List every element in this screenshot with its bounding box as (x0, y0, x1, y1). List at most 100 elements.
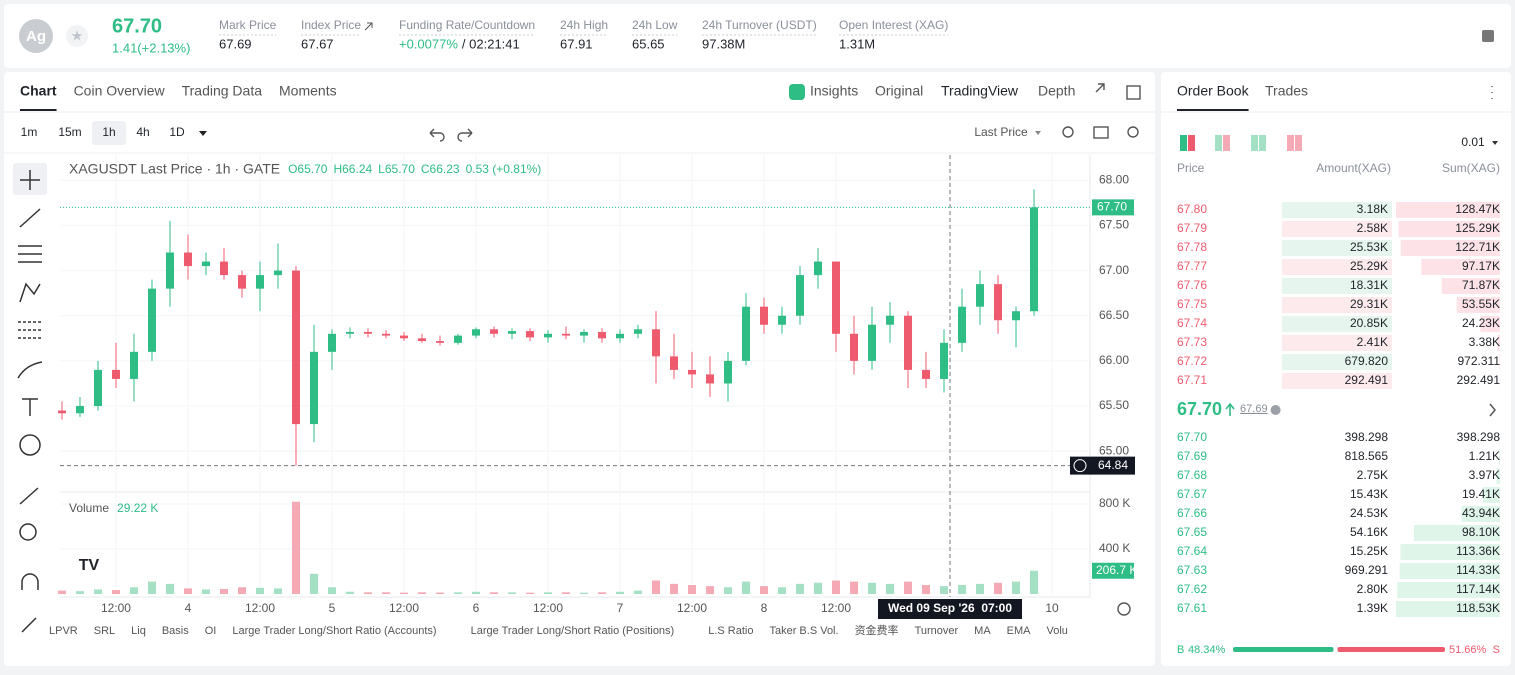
active-tab-underline (20, 109, 57, 111)
indicator-tab[interactable]: Large Trader Long/Short Ratio (Positions… (471, 625, 675, 637)
x-tick-label: 12:00 (389, 601, 419, 615)
stat-label: Funding Rate/Countdown (399, 18, 535, 32)
indicator-tab[interactable]: Basis (162, 625, 189, 637)
ob-sum: 292.491 (1457, 373, 1501, 387)
interval-button[interactable]: 15m (58, 125, 81, 139)
ob-sum: 43.94K (1462, 506, 1500, 520)
candle-body (166, 253, 174, 289)
layout-part (1259, 135, 1266, 151)
indicator-tab[interactable]: Volu (1047, 625, 1068, 637)
indicator-tab[interactable]: SRL (94, 625, 115, 637)
tick-size[interactable]: 0.01 (1461, 135, 1485, 149)
chart-tab[interactable]: Moments (279, 83, 337, 99)
ob-amount: 679.820 (1345, 354, 1389, 368)
chart-tab[interactable]: Chart (20, 83, 57, 99)
candle-body (544, 334, 552, 338)
layout-button[interactable] (1251, 135, 1258, 151)
interval-button[interactable]: 1D (169, 125, 185, 139)
volume-bar (922, 585, 930, 594)
view-tab[interactable]: Original (875, 83, 923, 99)
volume-bar (814, 583, 822, 594)
interval-button[interactable]: 1h (102, 125, 115, 139)
ob-amount: 3.18K (1357, 202, 1388, 216)
ob-price: 67.66 (1177, 506, 1207, 520)
ob-sum: 24.23K (1462, 316, 1500, 330)
y-tick-label: 66.00 (1099, 353, 1129, 367)
volume-bar (148, 582, 156, 594)
ob-price: 67.74 (1177, 316, 1207, 330)
mid-price: 67.70 (1177, 399, 1222, 419)
volume-bar (616, 592, 624, 594)
indicator-tab[interactable]: L.S Ratio (708, 625, 753, 637)
volume-bar (328, 587, 336, 594)
ob-amount: 54.16K (1350, 525, 1388, 539)
indicator-tab[interactable]: OI (205, 625, 217, 637)
x-tick-label: 5 (329, 601, 336, 615)
x-tick-label: 12:00 (821, 601, 851, 615)
price-type[interactable]: Last Price (974, 125, 1028, 139)
ob-tab[interactable]: Trades (1265, 83, 1308, 99)
indicator-tab[interactable]: Liq (131, 625, 146, 637)
indicator-tab[interactable]: Turnover (915, 625, 959, 637)
stat-label: 24h Low (632, 18, 678, 32)
volume-bar (364, 592, 372, 594)
ohlc-legend: 0.53 (+0.81%) (466, 162, 542, 176)
volume-bar (634, 591, 642, 594)
indicator-tab[interactable]: Large Trader Long/Short Ratio (Accounts) (232, 625, 436, 637)
volume-bar (436, 593, 444, 594)
y-tick-label: 67.50 (1099, 218, 1129, 232)
volume-bar (346, 592, 354, 594)
ob-amount: 25.29K (1350, 259, 1388, 273)
x-tick-label: 6 (473, 601, 480, 615)
ob-tab[interactable]: Order Book (1177, 83, 1250, 99)
book-icon (1482, 30, 1494, 42)
ohlc-legend: H66.24 (333, 162, 372, 176)
ob-amount: 20.85K (1350, 316, 1388, 330)
volume-bar (454, 592, 462, 594)
volume-bar (544, 592, 552, 594)
candle-body (364, 332, 372, 334)
chart-tab[interactable]: Trading Data (182, 83, 263, 99)
coin-symbol: Ag (26, 28, 46, 45)
stat-value: 67.91 (560, 36, 593, 51)
candle-body (220, 262, 228, 276)
volume-bar (310, 574, 318, 594)
ob-sum: 122.71K (1455, 240, 1500, 254)
volume-title: Volume (69, 501, 109, 515)
view-tab[interactable]: Insights (810, 83, 858, 99)
volume-bar (688, 585, 696, 594)
volume-bar (940, 586, 948, 594)
layout-button[interactable] (1180, 135, 1187, 151)
candle-body (850, 334, 858, 361)
ob-amount: 292.491 (1345, 373, 1389, 387)
indicator-tab[interactable]: LPVR (49, 625, 78, 637)
ob-sum: 398.298 (1457, 430, 1501, 444)
volume-bar (1012, 582, 1020, 594)
view-tab[interactable]: Depth (1038, 83, 1075, 99)
layout-button[interactable] (1215, 135, 1222, 151)
view-tab[interactable]: TradingView (941, 83, 1019, 99)
indicator-tab[interactable]: MA (974, 625, 991, 637)
volume-bar (832, 581, 840, 595)
interval-button[interactable]: 4h (136, 125, 149, 139)
candle-body (832, 262, 840, 334)
volume-bar (868, 583, 876, 594)
interval-button[interactable]: 1m (21, 125, 38, 139)
stat-value: 97.38M (702, 36, 745, 51)
volume-bar (670, 584, 678, 594)
layout-button[interactable] (1287, 135, 1294, 151)
ob-column-header: Amount(XAG) (1316, 161, 1391, 175)
candle-body (76, 406, 84, 413)
indicator-tab[interactable]: Taker B.S Vol. (769, 625, 838, 637)
ob-price: 67.70 (1177, 430, 1207, 444)
chart-title: XAGUSDT Last Price · 1h · GATE (69, 161, 280, 177)
indicator-tab[interactable]: 资金费率 (855, 623, 899, 637)
candle-body (958, 307, 966, 343)
volume-bar (904, 582, 912, 594)
insights-icon (789, 84, 805, 100)
chart-tab[interactable]: Coin Overview (74, 83, 166, 99)
indicator-tab[interactable]: EMA (1007, 625, 1032, 637)
stat-label: 24h High (560, 18, 608, 32)
candle-body (130, 352, 138, 379)
